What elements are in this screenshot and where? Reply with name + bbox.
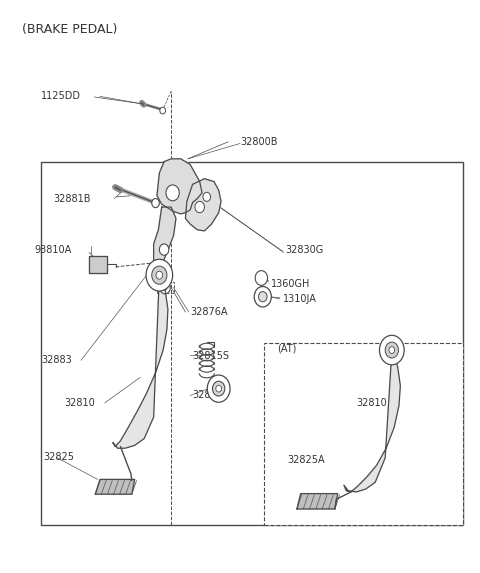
Text: 1310JA: 1310JA: [283, 294, 317, 304]
Text: 32825A: 32825A: [288, 454, 325, 465]
Circle shape: [152, 199, 159, 207]
Text: (BRAKE PEDAL): (BRAKE PEDAL): [22, 23, 117, 36]
Text: 32825: 32825: [43, 452, 74, 462]
Bar: [264, 343, 463, 525]
Text: 32883: 32883: [41, 355, 72, 365]
Polygon shape: [154, 207, 176, 266]
Text: 1360GH: 1360GH: [271, 278, 310, 289]
Text: 32815S: 32815S: [192, 351, 229, 361]
Circle shape: [195, 201, 204, 213]
Text: 32810: 32810: [356, 398, 387, 408]
Circle shape: [160, 281, 170, 294]
Text: 32881B: 32881B: [53, 194, 91, 203]
Text: 32800B: 32800B: [240, 137, 277, 147]
Polygon shape: [344, 352, 400, 492]
Text: 32876A: 32876A: [190, 307, 228, 317]
Circle shape: [389, 347, 395, 354]
Text: (AT): (AT): [277, 344, 296, 354]
Text: 32883: 32883: [192, 390, 223, 401]
Bar: [41, 162, 463, 525]
Circle shape: [203, 193, 211, 201]
Polygon shape: [113, 275, 168, 448]
Text: 32830G: 32830G: [285, 245, 324, 254]
Circle shape: [380, 335, 404, 365]
Text: 32810: 32810: [64, 398, 96, 408]
Circle shape: [216, 385, 221, 392]
Circle shape: [159, 244, 169, 256]
Circle shape: [163, 285, 168, 291]
Polygon shape: [89, 256, 107, 273]
Circle shape: [255, 270, 267, 285]
Circle shape: [385, 342, 398, 358]
Circle shape: [146, 259, 173, 291]
Polygon shape: [157, 159, 202, 214]
Text: 93810A: 93810A: [35, 245, 72, 254]
Polygon shape: [185, 179, 221, 231]
Circle shape: [207, 375, 230, 402]
Circle shape: [160, 107, 166, 114]
Circle shape: [254, 286, 271, 307]
Polygon shape: [96, 480, 135, 494]
Circle shape: [156, 271, 163, 279]
Polygon shape: [297, 493, 338, 509]
Circle shape: [166, 185, 179, 201]
Circle shape: [213, 381, 225, 396]
Text: 1125DD: 1125DD: [41, 92, 81, 101]
Circle shape: [259, 292, 267, 302]
Circle shape: [152, 266, 167, 284]
